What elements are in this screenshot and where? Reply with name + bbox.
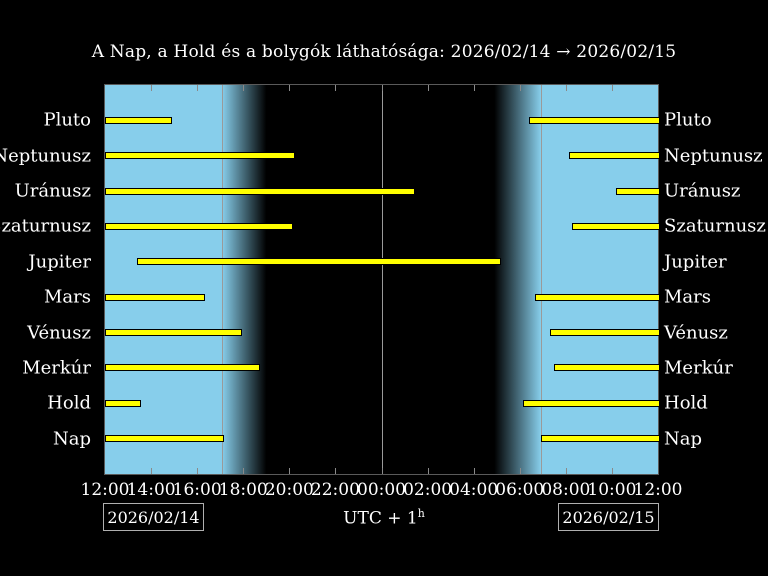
axis-tick-label: 02:00 (403, 480, 453, 500)
axis-tick-bottom (243, 468, 245, 474)
row-label-right-mars: Mars (664, 286, 712, 308)
axis-tick-label: 00:00 (357, 480, 406, 500)
row-label-left-mars: Mars (43, 286, 91, 308)
axis-tick-top (565, 85, 567, 91)
visibility-bar-hold (522, 399, 660, 407)
axis-tick-bottom (473, 468, 475, 474)
timezone-label: UTC + 1h (284, 507, 484, 529)
axis-tick-label: 06:00 (495, 480, 545, 500)
midnight-line (381, 85, 383, 474)
axis-tick-label: 08:00 (541, 480, 591, 500)
axis-tick-bottom (565, 468, 567, 474)
y-labels-left: Pluto Neptunusz Uránusz Szaturnusz Jupiter Ma… (0, 85, 97, 474)
axis-tick-top (473, 85, 475, 91)
sunrise-line (540, 85, 542, 474)
visibility-bar-venusz (105, 329, 243, 337)
page-title: A Nap, a Hold és a bolygók láthatósága: … (91, 42, 677, 62)
row-label-right-jupiter: Jupiter (664, 251, 727, 273)
axis-tick-top (197, 85, 199, 91)
timezone-text: UTC + 1 (343, 508, 418, 529)
axis-tick-label: 20:00 (264, 480, 314, 500)
axis-tick-top (519, 85, 521, 91)
axis-tick-bottom (335, 468, 337, 474)
axis-tick-top (335, 85, 337, 91)
visibility-bar-merkur (105, 364, 260, 372)
axis-tick-top (151, 85, 153, 91)
sunset-line (222, 85, 224, 474)
date-start-label: 2026/02/14 (107, 507, 200, 527)
visibility-bar-szaturnusz (572, 222, 660, 230)
axis-tick-bottom (519, 468, 521, 474)
axis-tick-bottom (427, 468, 429, 474)
visibility-bar-nap (540, 435, 660, 443)
row-label-left-hold: Hold (47, 392, 91, 414)
date-box-end: 2026/02/15 (558, 503, 659, 531)
row-label-right-merkur: Merkúr (664, 357, 733, 379)
plot-area (104, 84, 660, 475)
row-label-left-uranusz: Uránusz (14, 180, 91, 202)
visibility-bar-szaturnusz (105, 222, 293, 230)
axis-tick-label: 16:00 (172, 480, 222, 500)
row-label-left-nap: Nap (52, 428, 91, 450)
visibility-bar-pluto (105, 116, 172, 124)
visibility-bar-jupiter (137, 258, 501, 266)
axis-tick-label: 04:00 (449, 480, 499, 500)
visibility-bar-uranusz (616, 187, 660, 195)
row-label-left-merkur: Merkúr (22, 357, 91, 379)
date-box-start: 2026/02/14 (103, 503, 204, 531)
row-label-left-venusz: Vénusz (27, 322, 91, 344)
axis-tick-label: 12:00 (633, 480, 683, 500)
axis-tick-top (381, 85, 383, 91)
row-label-right-neptunusz: Neptunusz (664, 145, 763, 167)
axis-tick-bottom (289, 468, 291, 474)
row-label-right-uranusz: Uránusz (664, 180, 741, 202)
axis-tick-bottom (611, 468, 613, 474)
visibility-bar-uranusz (105, 187, 416, 195)
row-label-left-neptunusz: Neptunusz (0, 145, 91, 167)
axis-tick-label: 14:00 (126, 480, 176, 500)
row-label-left-jupiter: Jupiter (28, 251, 91, 273)
axis-tick-bottom (151, 468, 153, 474)
row-label-right-venusz: Vénusz (664, 322, 728, 344)
row-label-right-nap: Nap (664, 428, 703, 450)
y-labels-right: Pluto Neptunusz Uránusz Szaturnusz Jupiter Ma… (664, 85, 768, 474)
axis-tick-top (243, 85, 245, 91)
row-label-right-hold: Hold (664, 392, 708, 414)
visibility-bar-mars (105, 293, 205, 301)
axis-tick-bottom (381, 468, 383, 474)
visibility-bar-venusz (549, 329, 660, 337)
visibility-bar-neptunusz (569, 152, 660, 160)
axis-tick-top (427, 85, 429, 91)
x-axis-labels: 12:00 14:00 16:00 18:00 20:00 22:00 00:00 02:00… (81, 480, 683, 500)
row-label-right-pluto: Pluto (664, 109, 712, 131)
axis-tick-label: 22:00 (310, 480, 360, 500)
visibility-bar-neptunusz (105, 152, 296, 160)
axis-tick-top (289, 85, 291, 91)
date-end-label: 2026/02/15 (562, 507, 655, 527)
axis-tick-label: 18:00 (218, 480, 268, 500)
axis-tick-label: 10:00 (587, 480, 637, 500)
axis-tick-label: 12:00 (80, 480, 130, 500)
visibility-bar-merkur (554, 364, 660, 372)
visibility-bar-hold (105, 399, 142, 407)
timezone-superscript: h (417, 507, 425, 520)
visibility-bar-pluto (528, 116, 660, 124)
visibility-bar-mars (534, 293, 660, 301)
axis-tick-top (611, 85, 613, 91)
row-label-left-szaturnusz: Szaturnusz (0, 215, 91, 237)
visibility-bar-nap (105, 435, 225, 443)
row-label-left-pluto: Pluto (43, 109, 91, 131)
axis-tick-bottom (197, 468, 199, 474)
row-label-right-szaturnusz: Szaturnusz (664, 215, 766, 237)
